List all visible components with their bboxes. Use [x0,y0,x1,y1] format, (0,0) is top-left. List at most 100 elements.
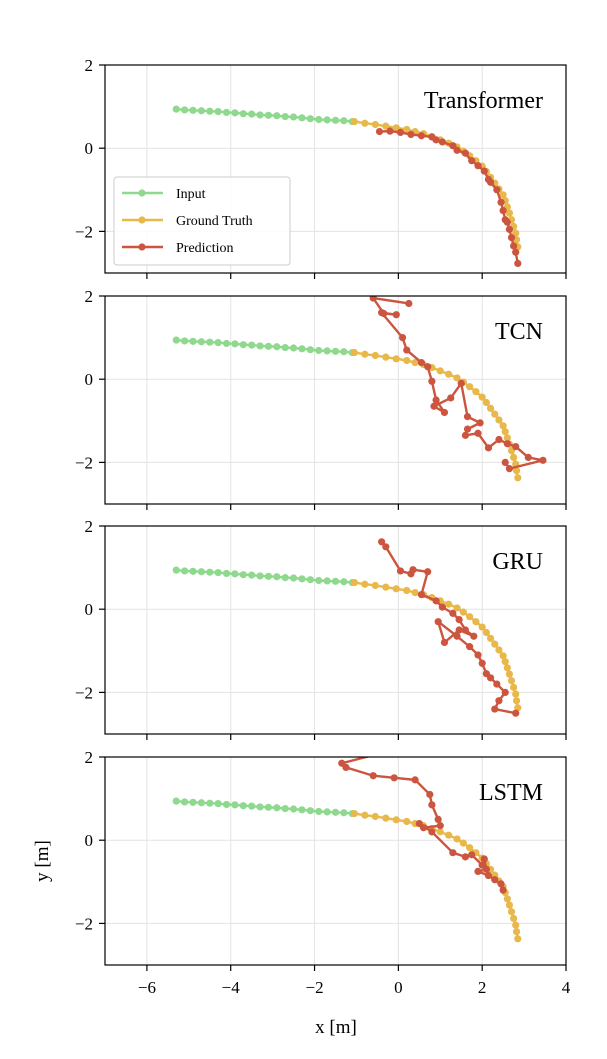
ground-truth-point [436,367,444,375]
prediction-point [470,632,478,640]
prediction-point [495,435,503,444]
input-point [281,112,289,121]
prediction-point [417,358,426,367]
input-line [176,338,353,354]
ground-truth-point [495,646,503,654]
prediction-point [426,790,434,799]
input-point [298,345,306,353]
ground-truth-point [350,578,358,587]
y-tick-label: −2 [75,453,93,472]
input-point [181,337,189,345]
input-point [248,802,256,810]
ground-truth-point [403,125,411,134]
prediction-point [512,442,520,451]
ground-truth-point [382,353,390,361]
ground-truth-point [472,618,480,626]
legend-ground-truth-marker [138,216,146,224]
input-point [181,106,189,114]
input-point [273,343,281,351]
ground-truth-point [453,374,461,382]
prediction-point [495,697,503,705]
prediction-point [505,225,514,233]
prediction-point [342,763,350,772]
ground-truth-point [501,428,509,436]
prediction-point [468,157,476,165]
y-tick-label: −2 [75,222,93,241]
prediction-point [463,425,472,433]
panel-transformer: 2 0 −2 Transformer Input Ground Truth Predicti… [75,56,567,279]
input-point [306,807,314,815]
x-axis-label: x [m] [315,1017,357,1038]
ground-truth-point [392,355,400,363]
ground-truth-point [505,670,514,678]
ground-truth-point [499,191,507,199]
legend-ground-truth-label: Ground Truth [176,214,253,229]
input-point [331,577,340,585]
panel-title: GRU [492,549,543,575]
ground-truth-point [371,120,379,129]
ground-truth-point [361,350,369,358]
input-point [239,341,247,349]
prediction-point [510,242,518,250]
ground-truth-point [482,628,490,637]
ground-truth-point [512,921,520,929]
ground-truth-point [392,585,400,593]
prediction-point [503,218,511,226]
prediction-point [378,538,386,546]
prediction-point [434,618,442,626]
input-point [340,578,348,586]
input-point [323,116,331,124]
input-point [306,346,314,354]
input-point [289,805,298,813]
ground-truth-point [411,588,419,597]
input-point [172,105,180,113]
prediction-point [480,855,488,863]
ground-truth-point [510,453,518,462]
panel-title: Transformer [424,88,543,114]
prediction-point [501,458,509,466]
prediction-point [432,396,440,404]
prediction-point [392,311,400,319]
input-point [323,808,331,816]
prediction-point [424,568,432,576]
prediction-point [396,128,405,136]
ground-truth-point [486,404,495,412]
ground-truth-point [382,814,390,822]
input-point [197,338,205,346]
prediction-point [474,162,482,170]
prediction-point [407,130,415,139]
input-point [281,343,289,352]
prediction-point [369,296,377,302]
ground-truth-point [478,393,486,401]
legend-prediction-label: Prediction [176,241,234,256]
prediction-point [382,543,390,551]
ground-truth-point [445,600,453,608]
input-point [197,107,205,115]
y-tick-label: 0 [85,831,94,850]
prediction-point [432,597,440,605]
prediction-point [417,591,426,599]
prediction-point [499,207,507,215]
ground-truth-point [466,844,474,852]
input-point [248,110,256,118]
prediction-point [478,659,486,667]
input-point [222,569,231,578]
x-tick-label: 0 [394,978,403,997]
prediction-point [466,643,474,651]
input-point [248,341,256,349]
input-point [239,802,247,810]
prediction-point [434,815,442,824]
prediction-point [453,632,461,640]
ground-truth-point [505,209,514,217]
prediction-point [449,609,457,617]
prediction-point [486,178,495,186]
prediction-point [386,127,394,135]
input-point [214,338,222,347]
prediction-point [428,801,436,809]
input-line [176,799,353,815]
input-point [315,115,323,124]
input-point [231,340,239,348]
prediction-point [455,626,463,634]
ground-truth-point [510,914,518,923]
